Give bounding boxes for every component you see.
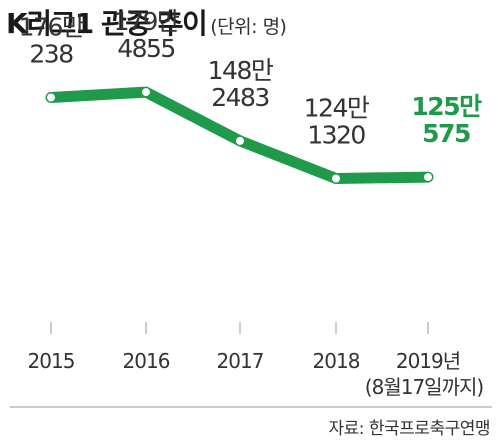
data-point	[47, 93, 55, 102]
data-label: 4855	[117, 34, 175, 63]
data-label: 176만	[19, 13, 85, 42]
data-label: 124만	[304, 94, 370, 123]
data-point	[332, 174, 340, 183]
data-label: 2483	[211, 83, 269, 112]
data-label: 238	[29, 40, 73, 69]
x-tick-labels: 2015 2016 2017 2018 2019년(8월17일까지)	[28, 349, 485, 399]
chart-header: K리그1 관중 추이 (단위: 명)	[6, 2, 287, 42]
data-point	[236, 136, 244, 145]
data-point	[424, 173, 432, 182]
x-tick-label: 2018	[313, 349, 360, 373]
data-label: 125만	[411, 92, 482, 121]
x-tick-label: 2016	[123, 349, 170, 373]
x-tick-label: 2015	[28, 349, 75, 373]
data-label: 1320	[307, 121, 365, 150]
source-note: 자료: 한국프로축구연맹	[328, 419, 490, 439]
x-axis	[10, 322, 492, 408]
data-label: 179만	[114, 7, 180, 36]
unit-label: (단위: 명)	[210, 16, 287, 38]
data-points	[47, 88, 432, 183]
x-tick-label: 2019년	[396, 349, 460, 373]
data-point	[142, 88, 150, 97]
x-tick-label: 2017	[217, 349, 264, 373]
chart-title: K리그1 관중 추이	[6, 7, 208, 40]
data-label: 148만	[208, 56, 274, 85]
x-tick-sublabel: (8월17일까지)	[365, 375, 484, 399]
data-label: 575	[422, 119, 470, 148]
